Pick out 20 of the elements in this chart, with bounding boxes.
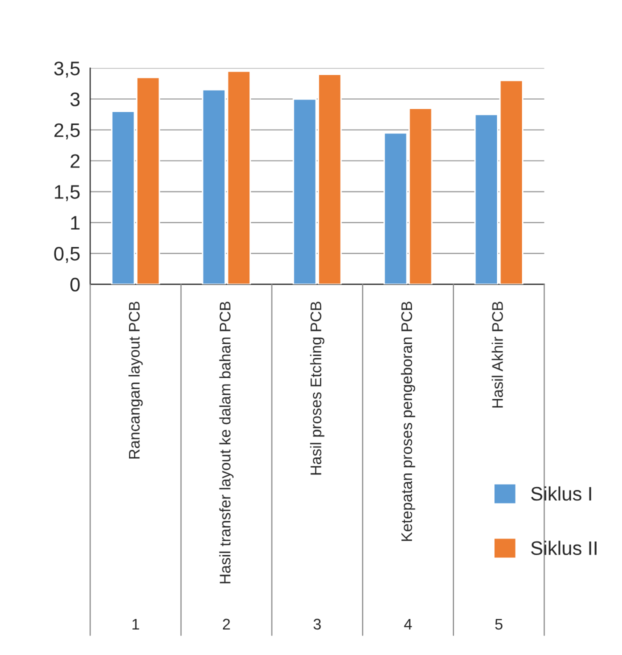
y-tick-label: 0,5 bbox=[54, 246, 80, 263]
y-tick-label: 3 bbox=[70, 92, 80, 106]
x-tick-label: Rancangan layout PCB bbox=[128, 302, 143, 458]
legend-label: Siklus I bbox=[531, 486, 592, 501]
text: 3 bbox=[314, 618, 321, 630]
text: 4 bbox=[404, 618, 412, 630]
y-tick-label: 2 bbox=[70, 154, 80, 168]
legend-label: Siklus II bbox=[531, 540, 596, 556]
x-tick-label: Ketepatan proses pengeboran PCB bbox=[400, 302, 416, 541]
x-tick-label: Hasil transfer layout ke dalam bahan PCB bbox=[219, 302, 234, 584]
y-tick-label: 3,5 bbox=[54, 62, 80, 78]
y-tick-label: 0 bbox=[70, 278, 80, 292]
y-tick-label: 2,5 bbox=[54, 123, 80, 140]
x-tick-label: Hasil proses Etching PCB bbox=[310, 302, 324, 475]
text: 1 bbox=[132, 618, 140, 630]
y-tick-label: 1,5 bbox=[54, 185, 80, 202]
y-tick-label: 1 bbox=[71, 216, 80, 230]
text: 2 bbox=[222, 618, 230, 630]
x-tick-label: Hasil Akhir PCB bbox=[492, 302, 503, 408]
text: 5 bbox=[495, 618, 502, 630]
